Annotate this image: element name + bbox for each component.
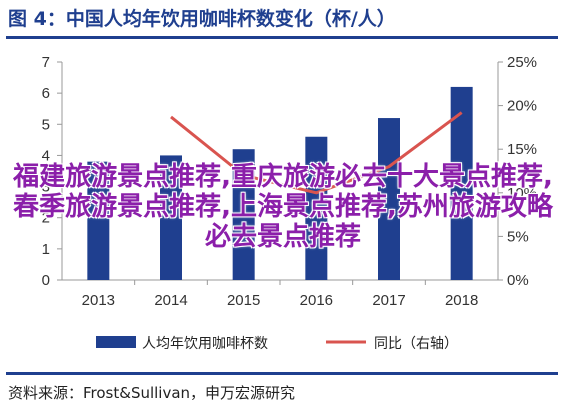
bar: [87, 161, 110, 280]
x-tick-label: 2015: [227, 292, 260, 309]
x-tick-label: 2017: [372, 292, 405, 309]
legend-bar-label: 人均年饮用咖啡杯数: [142, 336, 268, 352]
right-tick-label: 20%: [507, 98, 537, 115]
bar: [378, 118, 400, 280]
title-divider: [6, 36, 558, 39]
x-tick-label: 2018: [445, 292, 478, 309]
right-tick-label: 10%: [507, 185, 537, 202]
left-tick-label: 4: [42, 147, 50, 164]
combo-chart: 0 1 2 3 4 5 6 7 0% 5% 10% 15% 20% 25% 2013 2014 2015 2016…: [42, 54, 537, 352]
bar: [450, 86, 473, 280]
bar: [232, 149, 255, 280]
bar: [160, 155, 182, 280]
right-tick-label: 25%: [507, 54, 537, 71]
chart-legend: 人均年饮用咖啡杯数 同比（右轴）: [96, 336, 458, 352]
left-tick-label: 6: [42, 85, 50, 102]
source-note: 资料来源：Frost&Sullivan，申万宏源研究: [8, 384, 296, 402]
page-title: 图 4：中国人均年饮用咖啡杯数变化（杯/人）: [8, 8, 396, 30]
left-tick-label: 7: [42, 54, 50, 71]
bar-series: [87, 86, 473, 280]
x-tick-label: 2013: [82, 292, 115, 309]
chart-axes: 0 1 2 3 4 5 6 7 0% 5% 10% 15% 20% 25% 2013 2014 2015 2016…: [42, 54, 537, 309]
x-tick-label: 2016: [300, 292, 333, 309]
bar: [305, 136, 328, 280]
x-tick-label: 2014: [154, 292, 187, 309]
left-tick-label: 1: [42, 241, 50, 258]
line-series: [170, 111, 463, 195]
left-tick-label: 0: [42, 272, 50, 289]
overlay-watermark-text: 福建旅游景点推荐,重庆旅游必去十大景点推荐,春季旅游景点推荐,上海景点推荐,苏州…: [13, 162, 553, 252]
right-tick-label: 5%: [507, 228, 529, 245]
left-tick-label: 5: [42, 116, 50, 133]
left-tick-label: 3: [42, 179, 50, 196]
left-tick-label: 2: [42, 210, 50, 227]
legend-line-label: 同比（右轴）: [374, 336, 458, 352]
legend-bar-swatch: [96, 336, 136, 348]
right-tick-label: 0%: [507, 272, 529, 289]
right-tick-label: 15%: [507, 141, 537, 158]
footer-divider: [6, 372, 558, 375]
